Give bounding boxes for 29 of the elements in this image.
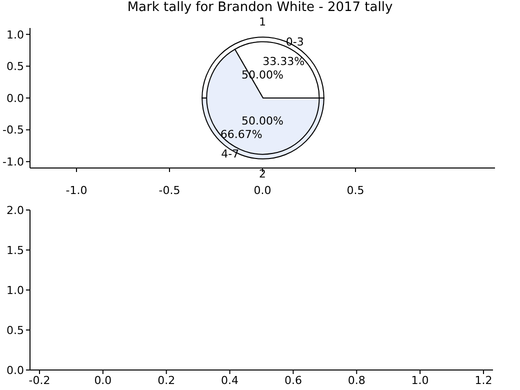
x-tick-label: 0.2	[158, 374, 176, 387]
x-tick-label: 1.2	[474, 374, 492, 387]
y-tick-label: 0.0	[6, 92, 24, 105]
chart-title: Mark tally for Brandon White - 2017 tally	[126, 0, 394, 15]
y-tick-label: 1.5	[6, 244, 24, 257]
y-tick-label: 1.0	[6, 28, 24, 42]
x-tick-label: 0.5	[346, 184, 364, 197]
x-tick-label: 0.0	[94, 374, 112, 387]
y-tick-label: 1.0	[6, 284, 24, 297]
data-label: 50.00%	[242, 114, 284, 128]
y-tick-label: 0.5	[6, 324, 24, 337]
y-tick-label: 0.0	[6, 364, 24, 377]
x-tick-label: 0.8	[348, 374, 366, 387]
x-tick-label: 0.6	[284, 374, 302, 387]
data-label: 33.33%	[262, 54, 305, 68]
x-tick-label: 0.0	[254, 184, 272, 197]
y-tick-label: 2.0	[6, 204, 24, 217]
x-tick-label: -0.5	[158, 184, 180, 197]
y-tick-label: 0.5	[6, 60, 24, 74]
slice-label: 0-3	[286, 35, 304, 48]
x-tick-label: 0.4	[221, 374, 239, 387]
data-label: 66.67%	[220, 128, 262, 142]
y-tick-label: -0.5	[2, 124, 24, 137]
y-tick-label: -1.0	[2, 156, 24, 169]
x-tick-label: -1.0	[66, 184, 88, 197]
slice-label: 1	[259, 15, 266, 28]
slice-label: 4-7	[221, 148, 240, 161]
x-tick-label: -0.2	[28, 374, 50, 387]
x-tick-label: 1.0	[411, 374, 429, 387]
